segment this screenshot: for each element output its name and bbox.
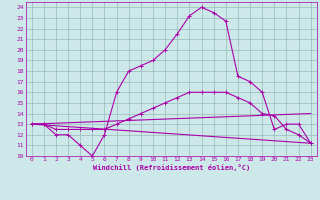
X-axis label: Windchill (Refroidissement éolien,°C): Windchill (Refroidissement éolien,°C)	[92, 164, 250, 171]
